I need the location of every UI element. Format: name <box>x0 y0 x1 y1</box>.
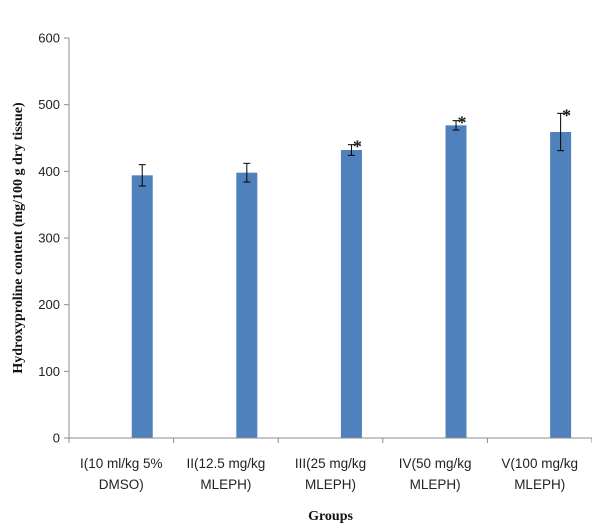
category-label: I(10 ml/kg 5% <box>80 456 163 471</box>
significance-asterisk: * <box>458 113 467 133</box>
bar <box>131 175 153 439</box>
category-label: IV(50 mg/kg <box>399 456 472 471</box>
significance-asterisk: * <box>353 137 362 157</box>
category-label: V(100 mg/kg <box>501 456 578 471</box>
category-label: III(25 mg/kg <box>295 456 366 471</box>
x-axis-title: Groups <box>308 509 353 524</box>
category-label: DMSO) <box>99 477 144 492</box>
category-label: MLEPH) <box>514 477 565 492</box>
y-tick-label: 200 <box>38 297 60 312</box>
bar <box>236 172 258 438</box>
y-tick-label: 100 <box>38 364 60 379</box>
category-label: MLEPH) <box>305 477 356 492</box>
category-label: MLEPH) <box>200 477 251 492</box>
y-tick-label: 500 <box>38 97 60 112</box>
y-tick-label: 600 <box>38 31 60 46</box>
y-tick-label: 400 <box>38 164 60 179</box>
error-bars <box>138 112 565 187</box>
bar <box>340 150 362 438</box>
category-labels: I(10 ml/kg 5% DMSO) II(12.5 mg/kg MLEPH) III… <box>80 456 578 492</box>
bar <box>445 125 467 438</box>
significance-marks: * * * <box>353 105 571 156</box>
bars <box>131 125 572 439</box>
category-label: MLEPH) <box>410 477 461 492</box>
y-axis-ticks: 0 100 200 300 400 500 600 <box>38 31 69 446</box>
x-axis-ticks <box>68 438 592 443</box>
significance-asterisk: * <box>562 105 571 125</box>
category-label: II(12.5 mg/kg <box>187 456 266 471</box>
y-axis-title: Hydroxyproline content (mg/100 g dry tis… <box>11 102 26 374</box>
y-tick-label: 300 <box>38 231 60 246</box>
y-tick-label: 0 <box>53 431 60 446</box>
bar <box>550 132 572 438</box>
